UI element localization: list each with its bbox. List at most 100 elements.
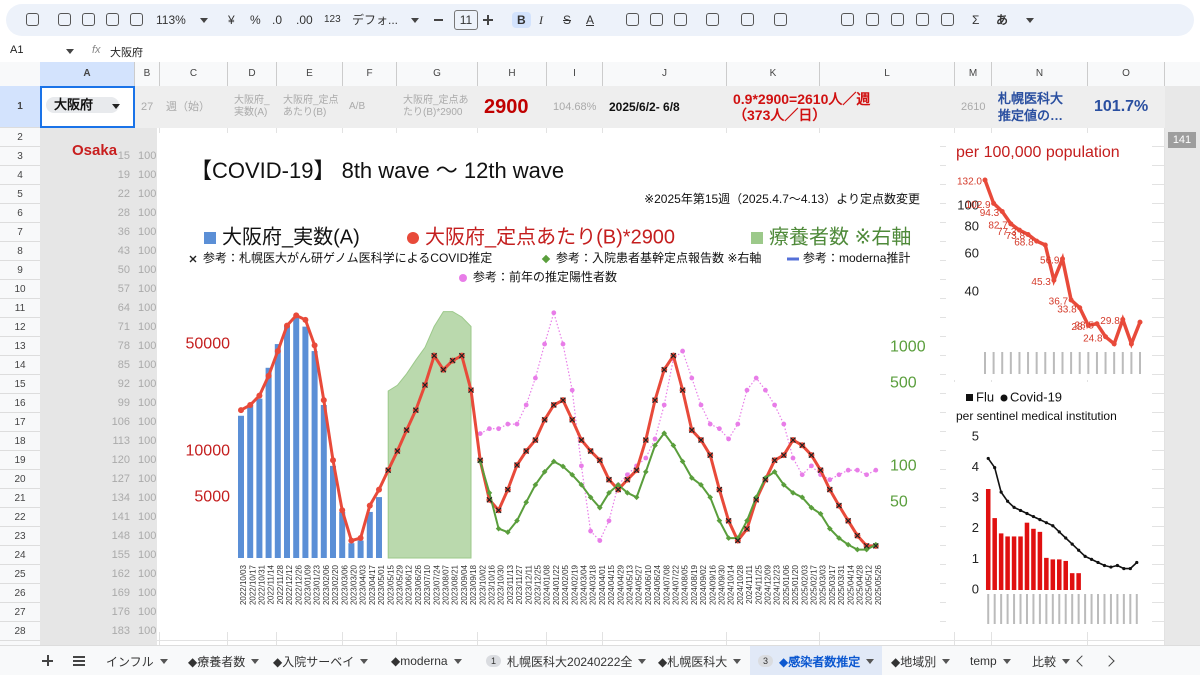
toolbar-font[interactable]: デフォ... bbox=[352, 13, 399, 27]
sheet-tab[interactable]: 3 ◆感染者数推定 bbox=[750, 646, 883, 675]
icon-view[interactable] bbox=[941, 13, 954, 26]
icon-link[interactable] bbox=[841, 13, 854, 26]
toolbar-zoom[interactable]: 113% bbox=[156, 13, 186, 27]
row-header[interactable]: 24 bbox=[0, 546, 40, 565]
row-header[interactable]: 11 bbox=[0, 299, 40, 318]
cell-reference[interactable]: A1 bbox=[10, 44, 24, 56]
row-header[interactable]: 19 bbox=[0, 451, 40, 470]
icon-paint-format[interactable] bbox=[130, 13, 143, 26]
column-header[interactable]: M bbox=[955, 62, 992, 86]
icon-search[interactable] bbox=[26, 13, 39, 26]
row-header[interactable]: 21 bbox=[0, 489, 40, 508]
toolbar-italic[interactable]: I bbox=[539, 13, 543, 27]
a1-dropdown-caret[interactable] bbox=[112, 104, 120, 109]
column-header[interactable]: G bbox=[397, 62, 478, 86]
row-header[interactable]: 25 bbox=[0, 565, 40, 584]
icon-align[interactable] bbox=[706, 13, 719, 26]
scroll-right[interactable] bbox=[1103, 655, 1115, 667]
dropdown-caret[interactable] bbox=[200, 18, 208, 23]
sheet-tab[interactable]: temp bbox=[962, 646, 1019, 675]
row-header[interactable]: 4 bbox=[0, 166, 40, 185]
row-header[interactable]: 17 bbox=[0, 413, 40, 432]
icon-comment[interactable] bbox=[866, 13, 879, 26]
all-sheets-line[interactable] bbox=[73, 656, 85, 658]
toolbar-number-format[interactable]: 123 bbox=[324, 14, 341, 25]
column-header[interactable]: A bbox=[40, 62, 135, 86]
point bbox=[1051, 277, 1057, 283]
column-header[interactable]: B bbox=[135, 62, 160, 86]
toolbar-currency[interactable]: ¥ bbox=[228, 13, 235, 27]
row-header[interactable]: 28 bbox=[0, 622, 40, 641]
sheet-tab[interactable]: ◆療養者数 bbox=[180, 646, 267, 675]
column-header[interactable]: D bbox=[228, 62, 277, 86]
icon-valign[interactable] bbox=[741, 13, 754, 26]
row-header[interactable]: 26 bbox=[0, 584, 40, 603]
row-header[interactable]: 1 bbox=[0, 86, 40, 128]
toolbar-percent[interactable]: % bbox=[250, 13, 261, 27]
column-header[interactable]: O bbox=[1088, 62, 1165, 86]
row-header[interactable]: 5 bbox=[0, 185, 40, 204]
column-header[interactable]: C bbox=[160, 62, 228, 86]
row-header[interactable]: 15 bbox=[0, 375, 40, 394]
sheet-tab[interactable]: ◆moderna bbox=[383, 646, 470, 675]
all-sheets-line[interactable] bbox=[73, 660, 85, 662]
column-header[interactable]: N bbox=[992, 62, 1088, 86]
row-header[interactable]: 9 bbox=[0, 261, 40, 280]
icon-chart[interactable] bbox=[891, 13, 904, 26]
toolbar-decimal-increase[interactable]: .00 bbox=[296, 13, 313, 27]
sheet-tab[interactable]: ◆札幌医科大 bbox=[650, 646, 749, 675]
toolbar-input[interactable]: あ bbox=[996, 13, 1009, 27]
row-header[interactable]: 14 bbox=[0, 356, 40, 375]
sheet-tab[interactable]: ◆入院サーベイ bbox=[265, 646, 376, 675]
add-sheet-v[interactable] bbox=[47, 655, 49, 666]
icon-print[interactable] bbox=[106, 13, 119, 26]
font-size-plus-v[interactable] bbox=[487, 15, 489, 25]
icon-undo[interactable] bbox=[58, 13, 71, 26]
toolbar-strike[interactable]: S bbox=[563, 13, 572, 27]
toolbar-bold[interactable]: B bbox=[512, 12, 531, 28]
icon-borders[interactable] bbox=[650, 13, 663, 26]
dropdown-caret[interactable] bbox=[411, 18, 419, 23]
icon-merge[interactable] bbox=[674, 13, 687, 26]
row-header[interactable]: 18 bbox=[0, 432, 40, 451]
icon-redo[interactable] bbox=[82, 13, 95, 26]
row-header[interactable]: 6 bbox=[0, 204, 40, 223]
sheet-tab[interactable]: ◆地域別 bbox=[883, 646, 958, 675]
sheet-tab[interactable]: インフル bbox=[98, 646, 176, 675]
row-header[interactable]: 8 bbox=[0, 242, 40, 261]
column-header[interactable]: I bbox=[547, 62, 603, 86]
icon-fill[interactable] bbox=[626, 13, 639, 26]
row-header[interactable]: 20 bbox=[0, 470, 40, 489]
column-header[interactable]: F bbox=[343, 62, 397, 86]
row-header[interactable]: 27 bbox=[0, 603, 40, 622]
all-sheets-line[interactable] bbox=[73, 664, 85, 666]
toolbar-font-size[interactable]: 11 bbox=[454, 10, 478, 30]
font-size-minus[interactable] bbox=[434, 19, 443, 21]
row-header[interactable]: 7 bbox=[0, 223, 40, 242]
cell-reference-caret[interactable] bbox=[66, 49, 74, 54]
column-header[interactable]: L bbox=[820, 62, 955, 86]
scroll-left[interactable] bbox=[1076, 655, 1088, 667]
row-header[interactable]: 10 bbox=[0, 280, 40, 299]
icon-wrap[interactable] bbox=[774, 13, 787, 26]
icon-filter[interactable] bbox=[916, 13, 929, 26]
row-header[interactable]: 16 bbox=[0, 394, 40, 413]
column-header[interactable]: J bbox=[603, 62, 727, 86]
column-header[interactable]: E bbox=[277, 62, 343, 86]
row-header[interactable]: 2 bbox=[0, 128, 40, 147]
toolbar-text-color[interactable]: A bbox=[586, 13, 595, 27]
x-tick-stub bbox=[1122, 594, 1125, 624]
row-header[interactable]: 13 bbox=[0, 337, 40, 356]
toolbar-sum[interactable]: Σ bbox=[972, 13, 980, 27]
row-header[interactable]: 23 bbox=[0, 527, 40, 546]
row-header[interactable]: 12 bbox=[0, 318, 40, 337]
row-header[interactable]: 3 bbox=[0, 147, 40, 166]
column-header[interactable]: K bbox=[727, 62, 820, 86]
sheet-tab[interactable]: 比較 bbox=[1024, 646, 1078, 675]
sheet-tab[interactable]: 1 札幌医科大20240222全 bbox=[478, 646, 654, 675]
dropdown-caret[interactable] bbox=[1026, 18, 1034, 23]
column-header[interactable]: H bbox=[478, 62, 547, 86]
formula-content[interactable]: 大阪府 bbox=[110, 47, 143, 59]
row-header[interactable]: 22 bbox=[0, 508, 40, 527]
toolbar-decimal-decrease[interactable]: .0 bbox=[272, 13, 283, 27]
